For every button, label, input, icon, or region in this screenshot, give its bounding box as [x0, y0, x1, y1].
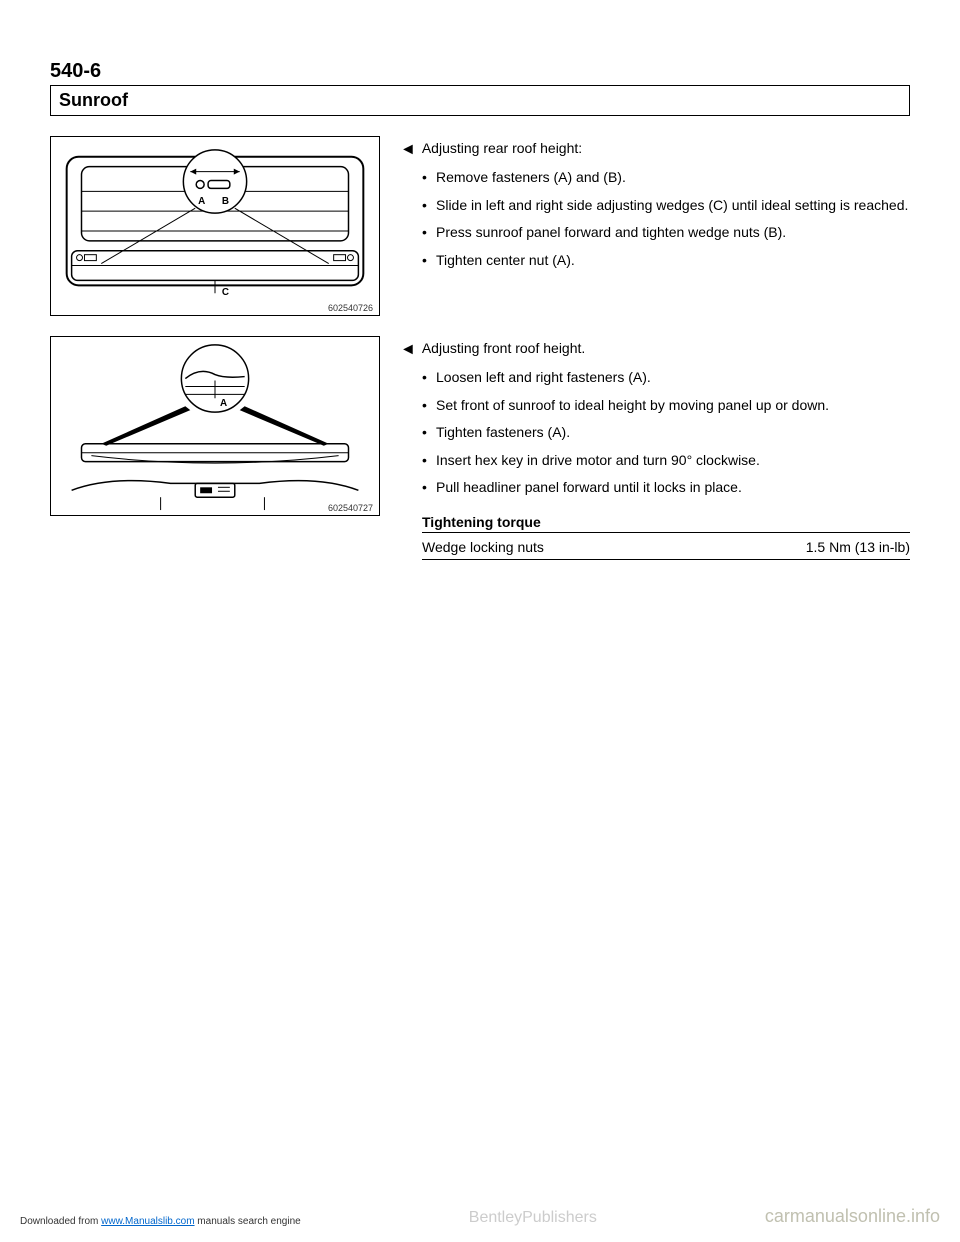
arrow-left-icon: ◄ — [400, 142, 416, 158]
figure-front-sunroof: A 602540727 — [50, 336, 380, 516]
torque-section: Tightening torque Wedge locking nuts 1.5… — [400, 514, 910, 560]
section1-heading-text: Adjusting rear roof height: — [422, 140, 582, 156]
footer-link[interactable]: www.Manualslib.com — [101, 1216, 194, 1227]
footer-suffix: manuals search engine — [195, 1216, 301, 1227]
footer-left: Downloaded from www.Manualslib.com manua… — [20, 1216, 301, 1227]
footer-watermark: BentleyPublishers — [301, 1209, 765, 1227]
svg-text:B: B — [222, 196, 229, 207]
list-item: Tighten fasteners (A). — [422, 423, 910, 443]
list-item: Slide in left and right side adjusting w… — [422, 196, 910, 216]
section2-heading: ◄ Adjusting front roof height. — [400, 340, 910, 358]
section2-heading-text: Adjusting front roof height. — [422, 340, 585, 356]
figure-rear-sunroof: A B C 602540726 — [50, 136, 380, 316]
arrow-left-icon: ◄ — [400, 342, 416, 358]
front-sunroof-diagram: A — [51, 337, 379, 515]
section-rear: A B C 602540726 ◄ Adjusting rear roof he… — [50, 136, 910, 316]
list-item: Insert hex key in drive motor and turn 9… — [422, 451, 910, 471]
footer-right-watermark: carmanualsonline.info — [765, 1206, 940, 1227]
figure-label: 602540727 — [328, 503, 373, 513]
svg-text:A: A — [220, 398, 227, 409]
list-item: Press sunroof panel forward and tighten … — [422, 223, 910, 243]
page-header: 540-6 Sunroof — [50, 60, 910, 116]
torque-title: Tightening torque — [422, 514, 910, 533]
page-number: 540-6 — [50, 60, 910, 83]
section2-text: ◄ Adjusting front roof height. Loosen le… — [400, 336, 910, 560]
section-front: A 602540727 ◄ Adjusting front roof heigh… — [50, 336, 910, 560]
list-item: Tighten center nut (A). — [422, 251, 910, 271]
list-item: Pull headliner panel forward until it lo… — [422, 478, 910, 498]
svg-text:C: C — [222, 287, 229, 298]
rear-sunroof-diagram: A B C — [51, 137, 379, 315]
page-footer: Downloaded from www.Manualslib.com manua… — [20, 1206, 940, 1227]
torque-row: Wedge locking nuts 1.5 Nm (13 in-lb) — [422, 535, 910, 560]
figure-label: 602540726 — [328, 303, 373, 313]
list-item: Loosen left and right fasteners (A). — [422, 368, 910, 388]
section-title-box: Sunroof — [50, 85, 910, 116]
section1-bullets: Remove fasteners (A) and (B). Slide in l… — [400, 168, 910, 270]
footer-prefix: Downloaded from — [20, 1216, 101, 1227]
section1-heading: ◄ Adjusting rear roof height: — [400, 140, 910, 158]
section2-bullets: Loosen left and right fasteners (A). Set… — [400, 368, 910, 498]
list-item: Remove fasteners (A) and (B). — [422, 168, 910, 188]
svg-text:A: A — [198, 196, 205, 207]
list-item: Set front of sunroof to ideal height by … — [422, 396, 910, 416]
torque-item: Wedge locking nuts — [422, 539, 544, 555]
torque-value: 1.5 Nm (13 in-lb) — [806, 539, 910, 555]
section1-text: ◄ Adjusting rear roof height: Remove fas… — [400, 136, 910, 316]
